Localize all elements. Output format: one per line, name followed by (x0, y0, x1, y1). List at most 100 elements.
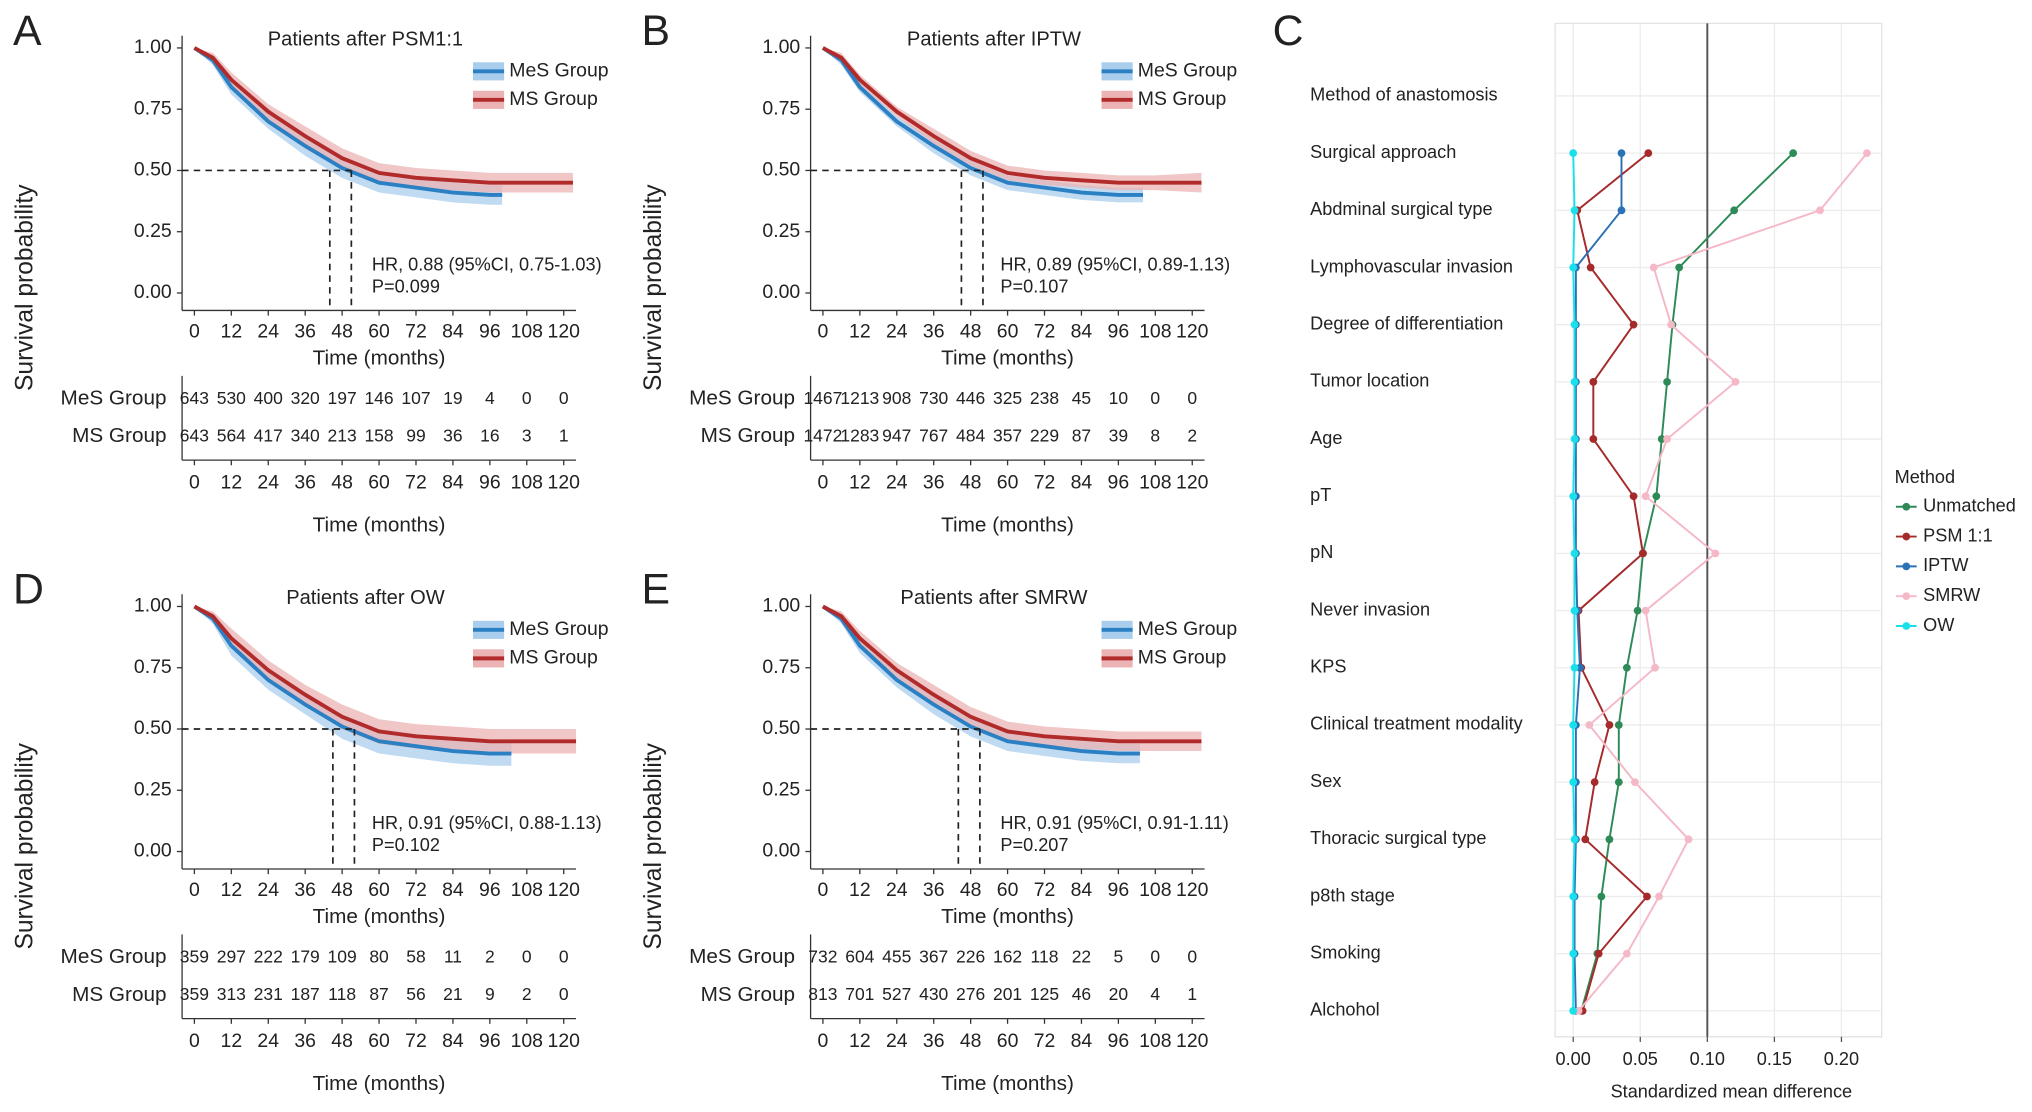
x-tick-label: 72 (1034, 1030, 1056, 1052)
category-label: Thoracic surgical type (1310, 828, 1486, 848)
y-tick-label: 0.25 (762, 220, 800, 242)
x-tick-label: 24 (886, 321, 908, 343)
series-point (1617, 206, 1626, 215)
risk-count: 238 (1030, 388, 1059, 408)
series-point (1605, 721, 1614, 729)
panel-letter: E (641, 566, 670, 614)
legend-title: Method (1895, 467, 1955, 487)
x-tick-label: 108 (1139, 1030, 1171, 1052)
category-label: Method of anastomosis (1310, 85, 1497, 105)
annotation: P=0.099 (372, 277, 440, 297)
x-tick-label: 0 (189, 879, 200, 901)
x-tick-label: 72 (1034, 879, 1056, 901)
risk-count: 21 (443, 984, 462, 1004)
y-tick-label: 0.50 (762, 717, 800, 739)
annotation: HR, 0.88 (95%CI, 0.75-1.03) (372, 255, 602, 275)
series-point (1684, 835, 1693, 844)
annotation: HR, 0.89 (95%CI, 0.89-1.13) (1000, 255, 1230, 275)
x-tick-label: 60 (997, 321, 1019, 343)
category-label: pT (1310, 485, 1331, 505)
risk-row-label: MS Group (72, 424, 166, 447)
series-point (1589, 377, 1598, 386)
risk-count: 2 (1187, 425, 1197, 445)
legend-label: MS Group (509, 88, 598, 110)
plot-frame (1554, 22, 1883, 1038)
risk-count: 1467 (803, 388, 842, 408)
legend-dot (1902, 532, 1911, 541)
risk-count: 947 (882, 425, 911, 445)
series-point (1863, 149, 1871, 158)
risk-count: 10 (1109, 388, 1129, 408)
series-line (1573, 153, 1623, 1011)
series-point (1675, 263, 1684, 272)
chart-title: Patients after PSM1:1 (268, 29, 463, 51)
x-tick-label: 12 (849, 321, 871, 343)
x-tick-label: 48 (960, 879, 982, 901)
series-point (1622, 949, 1631, 958)
series-point (1622, 663, 1631, 672)
y-tick-label: 1.00 (762, 36, 800, 58)
risk-count: 0 (522, 946, 532, 966)
x-tick-label: 0.15 (1757, 1049, 1792, 1069)
series-point (1629, 492, 1638, 501)
risk-count: 187 (291, 984, 320, 1004)
risk-count: 643 (180, 388, 209, 408)
y-tick-label: 0.00 (134, 281, 172, 303)
legend-label: PSM 1:1 (1923, 525, 1993, 545)
risk-count: 0 (559, 388, 569, 408)
series-point (1651, 663, 1659, 672)
series-point (1569, 492, 1578, 501)
x-tick-label: 72 (405, 321, 427, 343)
legend-dot (1902, 502, 1911, 511)
series-point (1657, 435, 1666, 443)
series-point (1585, 721, 1594, 729)
risk-count: 1213 (840, 388, 879, 408)
x-tick-label: 0.20 (1824, 1049, 1859, 1069)
survival-curve (821, 46, 1143, 197)
risk-count: 455 (882, 946, 911, 966)
risk-count: 158 (364, 425, 393, 445)
series-point (1569, 149, 1578, 158)
risk-count: 87 (1072, 425, 1091, 445)
risk-count: 19 (443, 388, 462, 408)
risk-count: 340 (291, 425, 320, 445)
risk-count: 2 (522, 984, 532, 1004)
annotation: HR, 0.91 (95%CI, 0.91-1.11) (1000, 813, 1228, 833)
risk-count: 4 (485, 388, 495, 408)
risk-count: 359 (180, 984, 209, 1004)
series-point (1629, 320, 1638, 329)
x-tick-label: 108 (511, 472, 543, 494)
risk-count: 222 (254, 946, 283, 966)
x-tick-label: 84 (442, 1030, 464, 1052)
risk-count: 20 (1109, 984, 1129, 1004)
x-tick-label: 12 (221, 472, 243, 494)
category-label: Degree of differentiation (1310, 313, 1503, 333)
x-tick-label: 96 (1108, 879, 1130, 901)
x-tick-label: 12 (849, 472, 871, 494)
x-tick-label: 72 (1034, 321, 1056, 343)
legend-label: Unmatched (1923, 496, 2016, 516)
risk-count: 226 (956, 946, 985, 966)
risk-count: 908 (882, 388, 911, 408)
x-tick-label: 24 (257, 1030, 279, 1052)
x-tick-label: 24 (886, 1030, 908, 1052)
series-point (1652, 492, 1661, 501)
x-tick-label: 36 (923, 321, 945, 343)
x-tick-label: 84 (442, 879, 464, 901)
risk-count: 109 (328, 946, 357, 966)
risk-count: 56 (406, 984, 425, 1004)
risk-count: 58 (406, 946, 425, 966)
series-point (1663, 435, 1671, 443)
risk-row-label: MS Group (72, 983, 166, 1006)
risk-count: 2 (485, 946, 495, 966)
y-tick-label: 0.75 (762, 656, 800, 678)
x-tick-label: 72 (405, 879, 427, 901)
legend-label: SMRW (1923, 585, 1981, 605)
x-tick-label: 48 (331, 879, 353, 901)
legend-label: MS Group (1138, 647, 1227, 669)
series-point (1569, 949, 1578, 958)
series-point (1570, 435, 1579, 443)
x-tick-label: 120 (1176, 321, 1209, 343)
series-point (1614, 721, 1623, 729)
series-line (1580, 152, 1794, 1012)
